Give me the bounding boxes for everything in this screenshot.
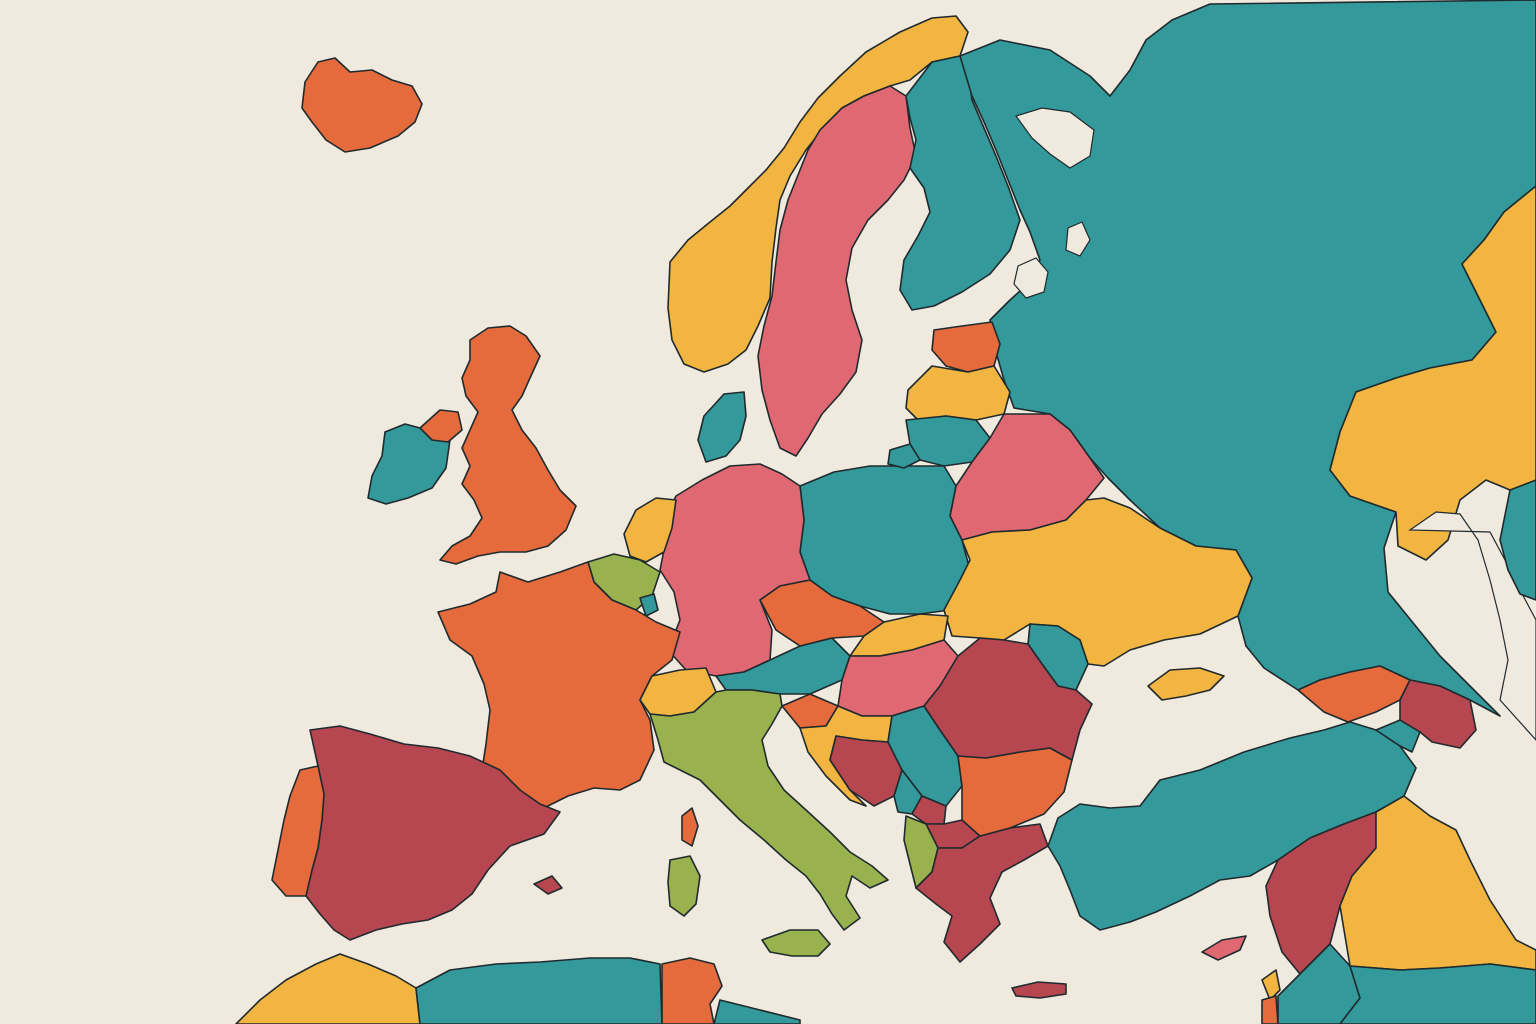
balearic-islands[interactable]: [533, 875, 563, 895]
france[interactable]: [437, 561, 681, 809]
cyprus[interactable]: [1201, 935, 1247, 961]
libya[interactable]: [713, 999, 801, 1024]
romania[interactable]: [923, 637, 1093, 761]
corsica[interactable]: [681, 807, 699, 847]
east-region: [1339, 963, 1536, 1024]
azerbaijan[interactable]: [1399, 679, 1477, 749]
estonia[interactable]: [931, 321, 1001, 373]
sicily[interactable]: [761, 929, 831, 957]
luxembourg[interactable]: [639, 593, 659, 617]
northern-ireland[interactable]: [419, 409, 463, 443]
ukraine[interactable]: [943, 497, 1253, 667]
crimea[interactable]: [1147, 667, 1225, 701]
greece[interactable]: [915, 823, 1049, 963]
sardinia[interactable]: [667, 855, 701, 917]
morocco[interactable]: [235, 953, 421, 1024]
iraq[interactable]: [1339, 795, 1536, 971]
sweden[interactable]: [757, 85, 917, 457]
lebanon[interactable]: [1261, 969, 1281, 1001]
denmark[interactable]: [697, 391, 747, 463]
kazakhstan[interactable]: [1329, 185, 1536, 561]
algeria[interactable]: [415, 957, 663, 1024]
tunisia[interactable]: [661, 957, 723, 1024]
germany[interactable]: [659, 463, 811, 677]
israel[interactable]: [1261, 995, 1279, 1024]
caspian-region[interactable]: [1499, 479, 1536, 601]
lake-onega: [1065, 221, 1091, 257]
latvia[interactable]: [905, 365, 1011, 421]
lake-ladoga: [1013, 257, 1049, 299]
italy[interactable]: [649, 689, 889, 931]
armenia[interactable]: [1375, 719, 1421, 753]
netherlands[interactable]: [623, 497, 677, 563]
white-sea: [1015, 107, 1095, 169]
iceland[interactable]: [301, 57, 423, 153]
crete[interactable]: [1011, 981, 1067, 999]
bulgaria[interactable]: [957, 747, 1073, 837]
united-kingdom[interactable]: [439, 325, 577, 565]
kaliningrad[interactable]: [887, 443, 921, 469]
portugal[interactable]: [271, 765, 325, 897]
norway[interactable]: [667, 15, 969, 373]
